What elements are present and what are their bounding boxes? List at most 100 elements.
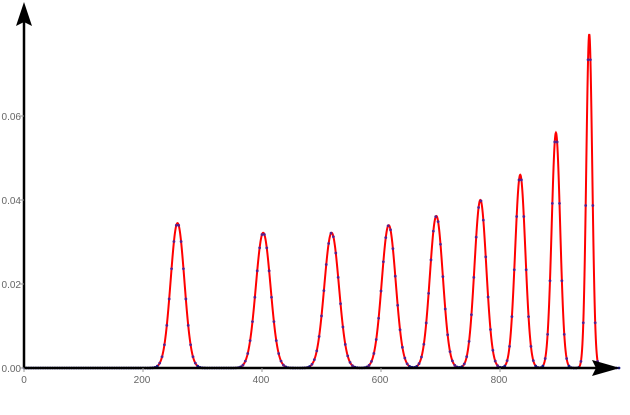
data-point: [186, 324, 190, 327]
data-point: [184, 297, 188, 301]
data-point: [170, 267, 173, 271]
data-point: [562, 332, 566, 336]
data-point: [258, 246, 262, 250]
data-point: [543, 357, 547, 360]
data-point: [272, 320, 276, 324]
x-tick-label-0: 0: [21, 375, 27, 386]
data-point: [527, 315, 530, 319]
data-point: [163, 343, 166, 347]
data-point: [191, 355, 195, 359]
data-point: [315, 349, 319, 353]
data-point: [386, 224, 390, 228]
data-point: [517, 178, 521, 182]
data-point: [486, 295, 490, 299]
data-point: [474, 235, 478, 239]
data-point: [496, 364, 500, 368]
data-point: [160, 355, 164, 359]
data-point: [372, 352, 376, 355]
data-point: [193, 361, 197, 365]
data-point: [522, 215, 526, 218]
data-point: [546, 332, 549, 336]
data-point: [589, 58, 592, 62]
data-point: [267, 269, 271, 273]
data-point: [441, 275, 445, 279]
data-point: [262, 233, 266, 236]
labels-layer: 0 200 400 600 800 0.00 0.02 0.04 0.06: [2, 112, 508, 386]
data-point: [370, 359, 373, 363]
data-point: [282, 363, 285, 367]
data-point: [420, 355, 423, 359]
data-point: [431, 229, 435, 233]
data-point: [593, 321, 597, 325]
data-point: [472, 275, 476, 279]
data-point: [534, 364, 538, 368]
data-point: [167, 297, 171, 301]
data-point: [548, 279, 552, 283]
data-point: [336, 275, 340, 279]
data-point: [403, 356, 407, 360]
data-point: [351, 364, 354, 368]
data-point: [251, 320, 254, 324]
data-point: [491, 348, 495, 352]
x-tick-label-400: 400: [253, 375, 270, 386]
data-point: [341, 325, 345, 329]
data-point: [277, 352, 281, 355]
y-tick-label-0.00: 0.00: [2, 364, 22, 375]
data-point: [508, 344, 511, 348]
data-point: [265, 246, 269, 250]
data-point: [317, 335, 321, 338]
data-point: [427, 291, 430, 295]
data-point: [177, 223, 181, 227]
data-point: [512, 268, 516, 272]
data-point: [439, 242, 442, 246]
y-tick-label-0.04: 0.04: [2, 196, 22, 207]
data-point: [339, 302, 342, 306]
data-point: [462, 362, 466, 366]
data-point: [505, 359, 509, 363]
data-point: [558, 202, 561, 205]
x-tick-label-200: 200: [134, 375, 151, 386]
data-point: [560, 279, 564, 283]
data-point: [555, 140, 559, 144]
data-point: [470, 313, 473, 317]
data-point: [379, 289, 383, 293]
data-point: [279, 359, 283, 363]
x-tick-label-600: 600: [372, 375, 389, 386]
data-point: [243, 359, 247, 363]
data-point: [396, 303, 400, 307]
data-point: [453, 363, 457, 367]
data-point: [443, 307, 447, 311]
data-point: [515, 215, 519, 218]
data-point: [429, 258, 433, 262]
data-point: [391, 247, 395, 251]
data-point: [524, 268, 528, 272]
data-point: [451, 359, 454, 363]
data-point: [189, 343, 193, 347]
data-point: [479, 199, 483, 203]
data-point: [565, 357, 569, 360]
data-point: [241, 363, 245, 367]
data-point: [332, 235, 335, 239]
data-point: [484, 255, 488, 259]
data-point: [422, 342, 426, 346]
data-point: [248, 339, 252, 343]
data-point: [327, 242, 331, 245]
data-point: [520, 178, 523, 182]
data-point: [553, 140, 557, 144]
data-point: [324, 263, 328, 266]
data-point: [343, 343, 347, 346]
data-point: [503, 364, 507, 368]
data-point: [174, 223, 178, 227]
data-point: [417, 362, 421, 365]
data-point: [312, 358, 316, 362]
data-point: [550, 202, 554, 205]
data-point: [465, 355, 469, 359]
data-point: [255, 269, 259, 273]
data-point: [436, 220, 440, 224]
data-point: [165, 324, 169, 327]
data-point: [591, 204, 595, 207]
data-point: [510, 315, 514, 319]
data-point: [329, 231, 333, 235]
data-point: [489, 328, 492, 331]
data-point: [467, 339, 471, 343]
